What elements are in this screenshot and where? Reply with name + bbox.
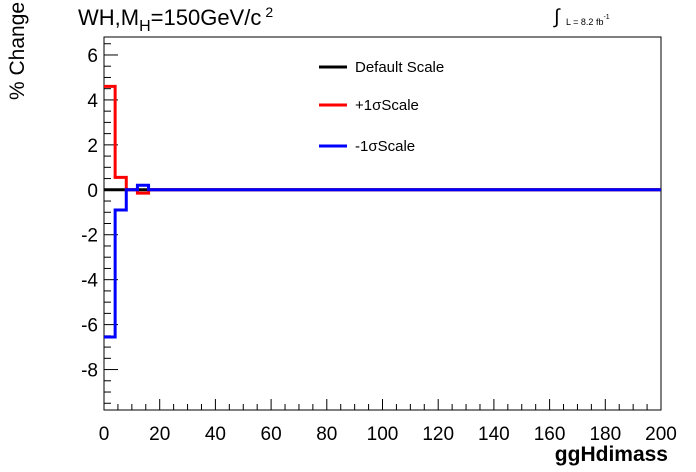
x-tick-label: 20 (149, 424, 170, 445)
y-tick-label: 6 (87, 46, 98, 67)
x-tick-label: 180 (589, 424, 621, 445)
x-tick-label: 60 (261, 424, 282, 445)
lumi-text: L = 8.2 fb (566, 17, 604, 27)
y-tick-label: 2 (87, 136, 98, 157)
y-tick-label: -4 (81, 271, 98, 292)
y-tick-label: 0 (87, 181, 98, 202)
title-superscript: 2 (265, 4, 274, 20)
title-subscript: H (139, 18, 151, 35)
x-tick-label: 120 (422, 424, 454, 445)
y-axis-label: % Change (6, 1, 29, 100)
title-main: WH,M (78, 5, 140, 30)
legend: Default Scale +1σScale -1σScale (319, 59, 444, 155)
x-tick-label: 0 (99, 424, 110, 445)
title-rest: =150GeV/c (150, 5, 262, 30)
x-tick-label: 80 (316, 424, 337, 445)
x-tick-label: 140 (478, 424, 510, 445)
x-tick-label: 40 (205, 424, 226, 445)
lumi-superscript: -1 (603, 14, 610, 21)
x-tick-label: 100 (367, 424, 399, 445)
x-axis-label: ggHdimass (554, 443, 668, 466)
legend-label: -1σScale (355, 138, 415, 155)
chart-title: WH,MH=150GeV/c 2 (78, 4, 273, 36)
legend-label: Default Scale (355, 59, 444, 76)
y-tick-label: -6 (81, 316, 98, 337)
y-tick-label: 4 (87, 91, 98, 112)
y-tick-label: -2 (81, 226, 98, 247)
y-tick-label: -8 (81, 361, 98, 382)
luminosity-label: ∫ L = 8.2 fb-1 (554, 6, 610, 28)
plot-frame (103, 36, 662, 411)
x-tick-label: 200 (645, 424, 677, 445)
series-line-2 (104, 183, 661, 339)
axes: 0 20 40 60 80 100 120 140 160 180 200 -8 -6 -4 -2 0 2 4 6 (81, 36, 677, 445)
legend-label: +1σScale (355, 97, 419, 114)
x-tick-label: 160 (534, 424, 566, 445)
series-group (104, 84, 661, 339)
integral-icon: ∫ (554, 6, 560, 28)
